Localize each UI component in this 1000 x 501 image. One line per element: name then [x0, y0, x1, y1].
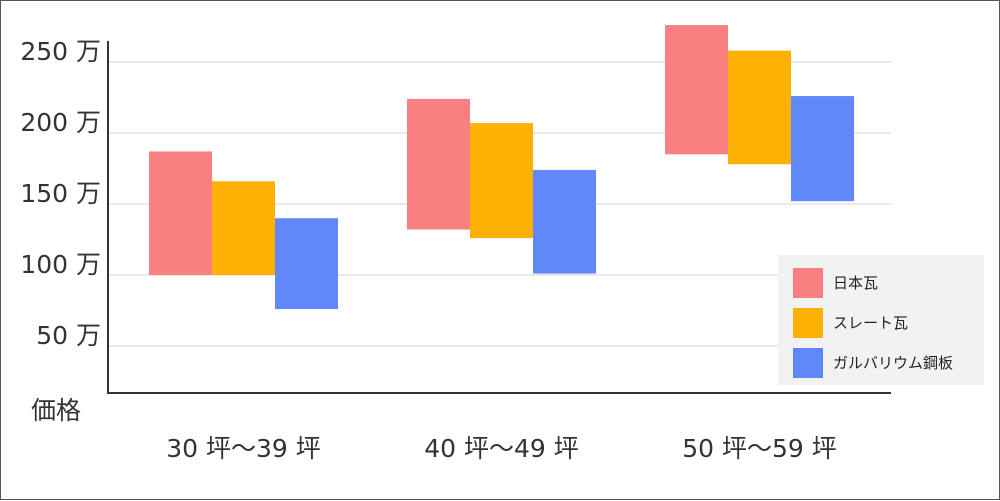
x-tick-label: 50 坪〜59 坪 [682, 434, 837, 463]
legend-swatch [793, 268, 823, 298]
x-tick-label: 30 坪〜39 坪 [166, 434, 321, 463]
bar [728, 50, 791, 165]
legend-label: 日本瓦 [833, 274, 878, 292]
x-tick-labels: 30 坪〜39 坪 40 坪〜49 坪 50 坪〜59 坪 [166, 434, 837, 463]
bar [791, 96, 854, 202]
y-tick-label: 200 万 [20, 108, 101, 137]
axes [107, 41, 891, 394]
legend-label: ガルバリウム鋼板 [833, 354, 953, 372]
legend-label: スレート瓦 [833, 314, 908, 332]
bar [275, 218, 338, 310]
bar [212, 181, 275, 275]
y-tick-label: 50 万 [36, 321, 101, 350]
bar [470, 123, 533, 239]
bar [533, 169, 596, 274]
y-axis-label: 価格 [31, 396, 81, 425]
y-tick-label: 100 万 [20, 250, 101, 279]
bar [407, 98, 470, 230]
legend-swatch [793, 308, 823, 338]
bar [665, 25, 728, 155]
x-tick-label: 40 坪〜49 坪 [424, 434, 579, 463]
legend-swatch [793, 348, 823, 378]
y-tick-label: 250 万 [20, 37, 101, 66]
bar [149, 151, 212, 275]
y-tick-label: 150 万 [20, 179, 101, 208]
y-tick-labels: 250 万 200 万 150 万 100 万 50 万 [20, 37, 101, 350]
bars [149, 25, 854, 310]
